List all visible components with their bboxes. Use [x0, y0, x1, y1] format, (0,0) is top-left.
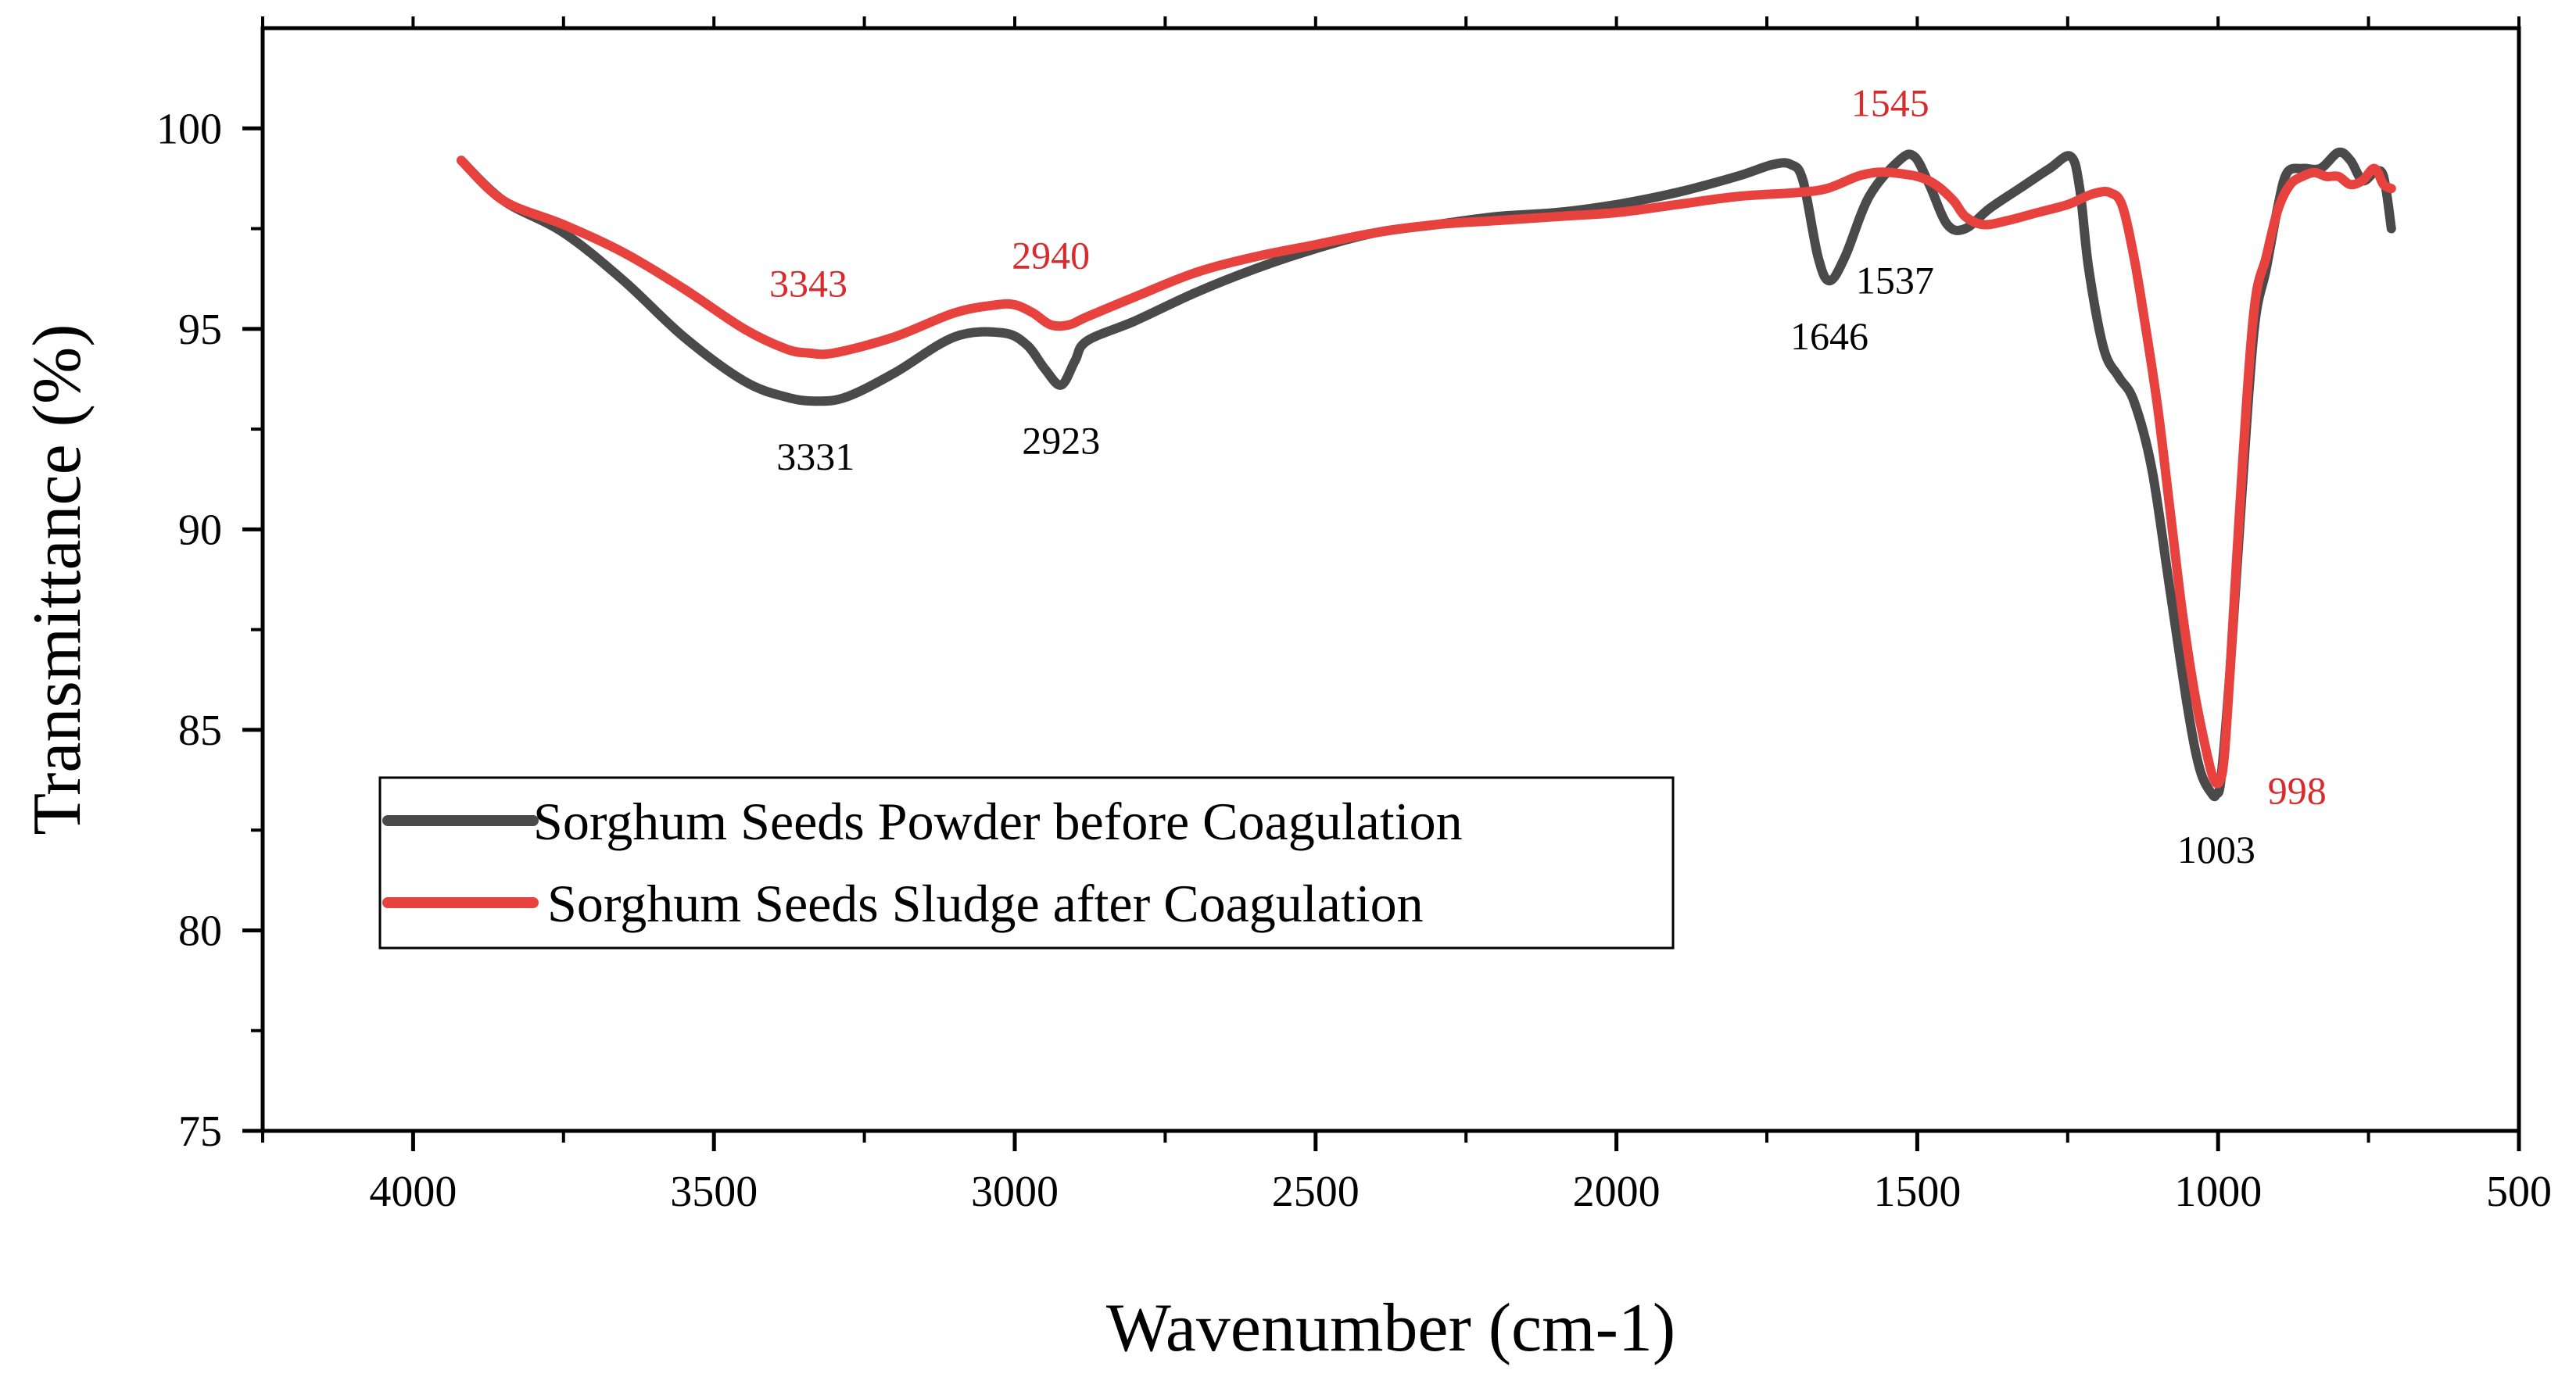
peak-label-2940: 2940	[1012, 234, 1090, 277]
series-line-after	[457, 156, 2396, 789]
peak-annotations: 3331 2923 1646 1537 1003 3343 2940 1545 998	[769, 81, 2327, 871]
peak-label-1537: 1537	[1856, 258, 1934, 302]
peak-label-3343: 3343	[769, 262, 847, 306]
y-axis-title: Transmittance (%)	[20, 324, 95, 835]
peak-label-1545: 1545	[1851, 81, 1929, 125]
plot-frame	[260, 26, 2521, 1133]
y-tick-label: 75	[178, 1107, 222, 1156]
legend-label: Sorghum Seeds Powder before Coagulation	[533, 792, 1463, 851]
y-tick-label: 90	[178, 506, 222, 554]
x-axis-title: Wavenumber (cm-1)	[1106, 1290, 1675, 1366]
x-tick-label: 4000	[369, 1168, 457, 1216]
legend-label: Sorghum Seeds Sludge after Coagulation	[547, 874, 1424, 933]
series-lines	[457, 147, 2396, 802]
peak-label-2923: 2923	[1022, 419, 1100, 463]
series-line-before	[457, 147, 2396, 802]
peak-label-1646: 1646	[1790, 314, 1868, 358]
x-tick-label: 2000	[1573, 1168, 1661, 1216]
y-tick-label: 100	[156, 105, 222, 153]
x-tick-label: 1000	[2174, 1168, 2262, 1216]
y-tick-label: 80	[178, 907, 222, 955]
x-tick-label: 2500	[1272, 1168, 1360, 1216]
x-axis: 4000 3500 3000 2500 2000 1500 1000 500	[261, 16, 2552, 1216]
y-axis: 75 80 85 90 95 100	[156, 105, 263, 1156]
peak-label-998: 998	[2268, 769, 2327, 813]
x-tick-label: 1500	[1873, 1168, 1961, 1216]
x-tick-label: 3500	[670, 1168, 758, 1216]
legend: Sorghum Seeds Powder before Coagulation S…	[378, 776, 1675, 950]
y-tick-label: 95	[178, 306, 222, 354]
plot-area	[260, 26, 2521, 1133]
legend-box	[378, 776, 1675, 950]
peak-label-1003: 1003	[2177, 828, 2255, 871]
peak-label-3331: 3331	[776, 435, 854, 478]
y-tick-label: 85	[178, 707, 222, 755]
x-tick-label: 500	[2486, 1168, 2552, 1216]
x-tick-label: 3000	[971, 1168, 1059, 1216]
